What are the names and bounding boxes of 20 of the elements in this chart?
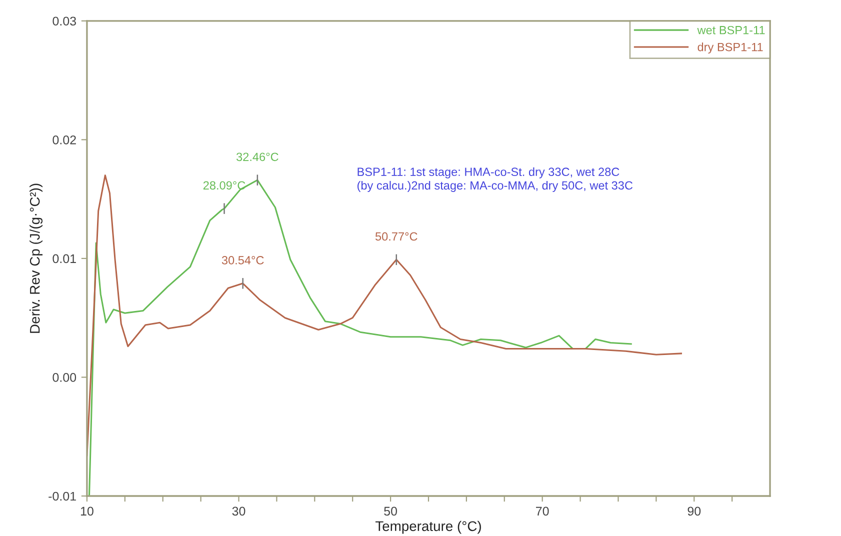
x-tick-label: 10	[80, 506, 94, 516]
legend-label: dry BSP1-11	[698, 42, 763, 54]
annotation: 32.46°C	[236, 152, 278, 162]
x-axis-title: Temperature (°C)	[375, 520, 481, 534]
y-tick-label: 0.03	[52, 16, 76, 26]
x-tick-label: 30	[232, 506, 246, 516]
y-tick-label: 0.00	[52, 373, 76, 382]
annotation: BSP1-11: 1st stage: HMA-co-St. dry 33C, wet 28C (by calcu.)2nd stage: MA-co-MMA, dry 50C, wet 33C	[358, 167, 633, 192]
y-axis-title: Deriv. Rev Cp (J/(g·°C²))	[30, 184, 42, 333]
legend-label: wet BSP1-11	[697, 26, 765, 34]
x-tick-label: 50	[384, 506, 398, 516]
annotation: 28.09°C	[203, 181, 246, 190]
y-tick-label: 0.01	[52, 254, 76, 264]
line-series	[88, 179, 632, 496]
annotation: 50.77°C	[375, 232, 418, 241]
x-tick-label: 90	[688, 506, 701, 516]
y-tick-label: -0.01	[48, 492, 76, 501]
x-tick-label: 70	[536, 506, 549, 516]
annotation: 30.54°C	[222, 256, 264, 264]
y-tick-label: 0.02	[52, 135, 76, 144]
